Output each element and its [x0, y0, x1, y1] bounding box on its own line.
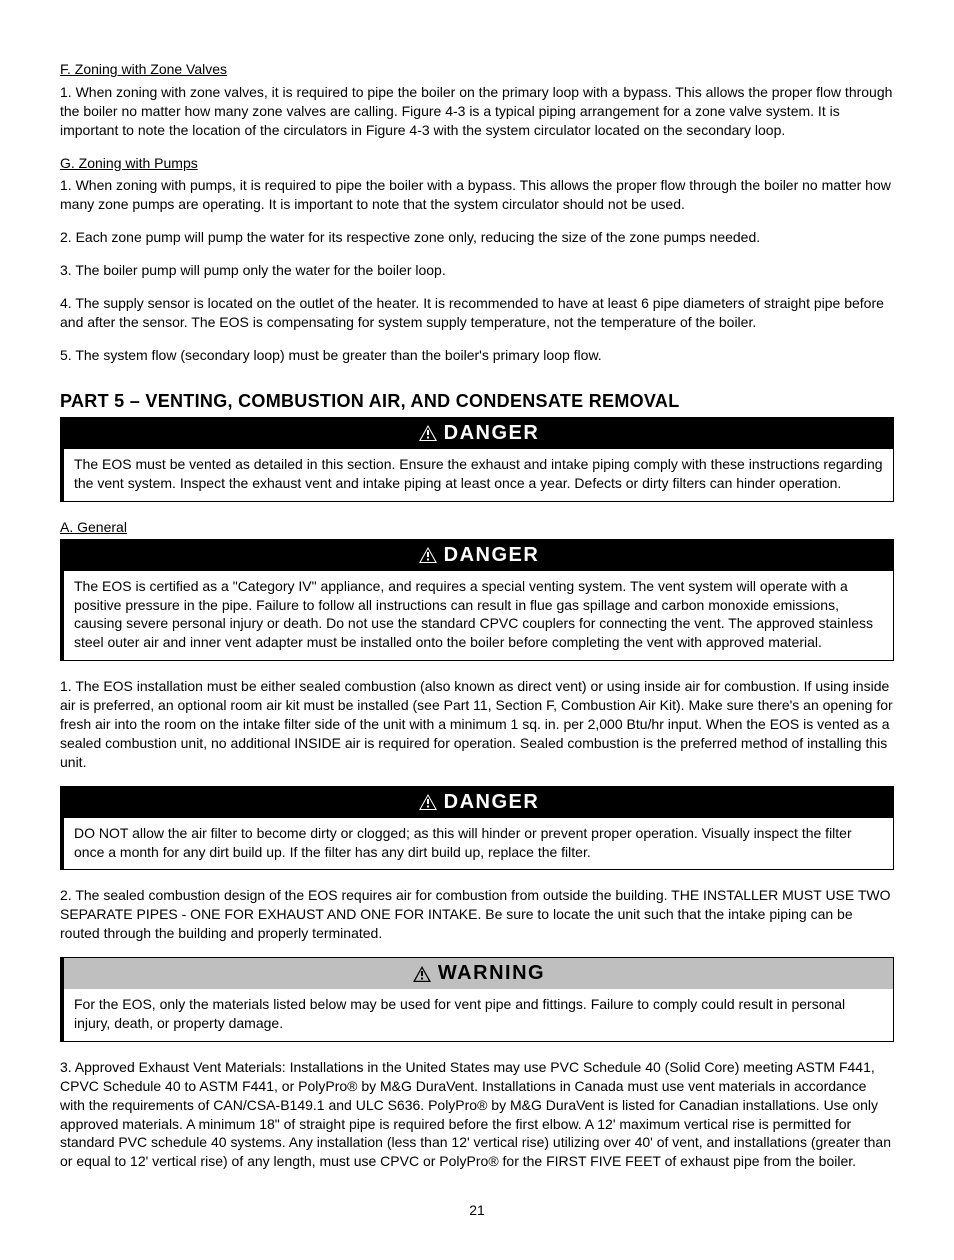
warning-label-1: WARNING: [438, 960, 545, 987]
danger-body-2: The EOS is certified as a "Category IV" …: [64, 571, 893, 661]
warning-header-1: WARNING: [64, 958, 893, 989]
section-f-head: F. Zoning with Zone Valves: [60, 60, 894, 79]
subsection-a-item1: 1. The EOS installation must be either s…: [60, 677, 894, 771]
page-number: 21: [60, 1201, 894, 1220]
subsection-a-head: A. General: [60, 518, 894, 537]
section-g-item1: 1. When zoning with pumps, it is require…: [60, 176, 894, 214]
danger-label-1: DANGER: [444, 420, 540, 447]
danger-header-2: DANGER: [64, 540, 893, 571]
warning-body-1: For the EOS, only the materials listed b…: [64, 989, 893, 1041]
section-g-item5: 5. The system flow (secondary loop) must…: [60, 346, 894, 365]
subsection-a-item3: 3. Approved Exhaust Vent Materials: Inst…: [60, 1058, 894, 1171]
warning-triangle-icon: [412, 965, 432, 983]
danger-body-1: The EOS must be vented as detailed in th…: [64, 449, 893, 501]
danger-label-3: DANGER: [444, 789, 540, 816]
danger-box-2: DANGER The EOS is certified as a "Catego…: [60, 539, 894, 662]
danger-header-1: DANGER: [64, 418, 893, 449]
section-g-item2: 2. Each zone pump will pump the water fo…: [60, 228, 894, 247]
danger-body-3: DO NOT allow the air filter to become di…: [64, 818, 893, 870]
warning-box-1: WARNING For the EOS, only the materials …: [60, 957, 894, 1042]
danger-header-3: DANGER: [64, 787, 893, 818]
part5-title: PART 5 – VENTING, COMBUSTION AIR, AND CO…: [60, 389, 894, 413]
danger-label-2: DANGER: [444, 542, 540, 569]
warning-triangle-icon: [418, 424, 438, 442]
danger-box-1: DANGER The EOS must be vented as detaile…: [60, 417, 894, 502]
section-g-item3: 3. The boiler pump will pump only the wa…: [60, 261, 894, 280]
section-g-head: G. Zoning with Pumps: [60, 154, 894, 173]
danger-box-3: DANGER DO NOT allow the air filter to be…: [60, 786, 894, 871]
section-f-body: 1. When zoning with zone valves, it is r…: [60, 83, 894, 140]
warning-triangle-icon: [418, 793, 438, 811]
subsection-a-item2: 2. The sealed combustion design of the E…: [60, 886, 894, 943]
page-container: F. Zoning with Zone Valves 1. When zonin…: [0, 0, 954, 1260]
section-g-item4: 4. The supply sensor is located on the o…: [60, 294, 894, 332]
warning-triangle-icon: [418, 546, 438, 564]
